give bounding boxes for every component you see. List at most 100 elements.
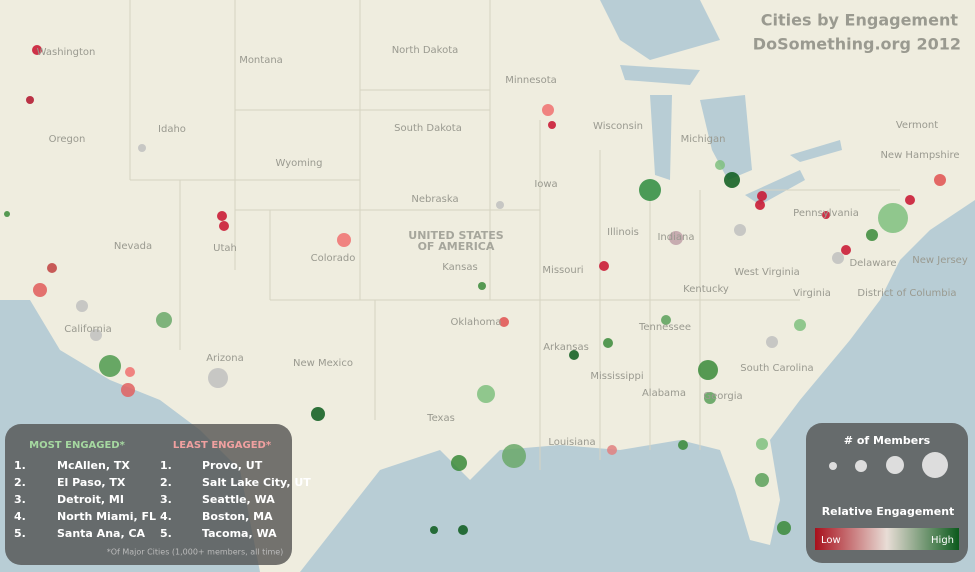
rank: 4.	[160, 510, 172, 523]
city-marker	[639, 179, 661, 201]
state-label: New Jersey	[912, 255, 968, 266]
state-label: New Hampshire	[880, 150, 959, 161]
rank: 3.	[14, 493, 26, 506]
state-label: Tennessee	[638, 322, 691, 333]
city-marker	[569, 350, 579, 360]
city-marker	[430, 526, 438, 534]
city-marker	[76, 300, 88, 312]
state-label: Louisiana	[548, 437, 595, 448]
rankings-panel	[5, 424, 292, 565]
city-marker	[32, 45, 42, 55]
rank: 4.	[14, 510, 26, 523]
city: Salt Lake City, UT	[202, 476, 311, 489]
city-marker	[121, 383, 135, 397]
state-label: Montana	[239, 55, 283, 66]
city-marker	[502, 444, 526, 468]
city-marker	[734, 224, 746, 236]
city-marker	[715, 160, 725, 170]
city: Tacoma, WA	[202, 527, 277, 540]
state-label: West Virginia	[734, 267, 799, 278]
high-label: High	[931, 535, 954, 546]
city-marker	[548, 121, 556, 129]
size-swatch	[886, 456, 904, 474]
city-marker	[33, 283, 47, 297]
state-label: Georgia	[703, 391, 742, 402]
state-label: Wyoming	[276, 158, 323, 169]
rank: 2.	[160, 476, 172, 489]
size-swatch	[829, 462, 837, 470]
city-marker	[777, 521, 791, 535]
state-label: Nebraska	[411, 194, 458, 205]
city-marker	[905, 195, 915, 205]
state-label: Texas	[426, 413, 455, 424]
city-marker	[599, 261, 609, 271]
city-marker	[458, 525, 468, 535]
city-marker	[451, 455, 467, 471]
city: Santa Ana, CA	[57, 527, 146, 540]
city-marker	[478, 282, 486, 290]
state-label: Arkansas	[543, 342, 589, 353]
state-label: Mississippi	[590, 371, 643, 382]
city-marker	[125, 367, 135, 377]
state-label: Illinois	[607, 227, 639, 238]
state-label: Vermont	[896, 120, 938, 131]
city-marker	[766, 336, 778, 348]
city-marker	[704, 392, 716, 404]
footnote: *Of Major Cities (1,000+ members, all ti…	[107, 548, 284, 557]
city-marker	[219, 221, 229, 231]
city: McAllen, TX	[57, 459, 130, 472]
color-legend-title: Relative Engagement	[822, 505, 955, 518]
city-marker	[669, 231, 683, 245]
state-label: Pennsylvania	[793, 208, 859, 219]
rank: 5.	[14, 527, 26, 540]
city-marker	[822, 211, 830, 219]
city-marker	[755, 473, 769, 487]
city-marker	[678, 440, 688, 450]
city-marker	[90, 329, 102, 341]
city-marker	[934, 174, 946, 186]
state-label: North Dakota	[392, 45, 459, 56]
city-marker	[757, 191, 767, 201]
title: Cities by Engagement	[761, 11, 959, 30]
city: El Paso, TX	[57, 476, 126, 489]
rank: 3.	[160, 493, 172, 506]
country-label: OF AMERICA	[418, 240, 495, 253]
state-label: Michigan	[681, 134, 726, 145]
low-label: Low	[821, 535, 841, 546]
state-label: New Mexico	[293, 358, 353, 369]
most-engaged-title: MOST ENGAGED*	[29, 440, 125, 451]
state-label: Iowa	[534, 179, 557, 190]
city: Boston, MA	[202, 510, 273, 523]
state-label: Idaho	[158, 124, 186, 135]
country-label: UNITED STATES	[408, 229, 503, 242]
city-marker	[477, 385, 495, 403]
city-marker	[542, 104, 554, 116]
city-marker	[603, 338, 613, 348]
size-swatch	[855, 460, 867, 472]
city: North Miami, FL	[57, 510, 156, 523]
state-label: Kentucky	[683, 284, 729, 295]
state-label: Oregon	[49, 134, 86, 145]
state-label: Kansas	[442, 262, 477, 273]
city-marker	[866, 229, 878, 241]
city-marker	[607, 445, 617, 455]
rank: 1.	[160, 459, 172, 472]
color-ramp	[815, 528, 959, 550]
city-marker	[499, 317, 509, 327]
city-marker	[756, 438, 768, 450]
least-engaged-title: LEAST ENGAGED*	[173, 440, 272, 451]
city-marker	[841, 245, 851, 255]
city-marker	[208, 368, 228, 388]
city-marker	[217, 211, 227, 221]
city-marker	[26, 96, 34, 104]
city-marker	[661, 315, 671, 325]
state-label: Alabama	[642, 388, 686, 399]
size-legend-title: # of Members	[844, 434, 931, 447]
city-markers	[4, 45, 946, 535]
state-label: Virginia	[793, 288, 831, 299]
city-marker	[138, 144, 146, 152]
rank: 5.	[160, 527, 172, 540]
state-label: Washington	[37, 47, 96, 58]
rank: 1.	[14, 459, 26, 472]
